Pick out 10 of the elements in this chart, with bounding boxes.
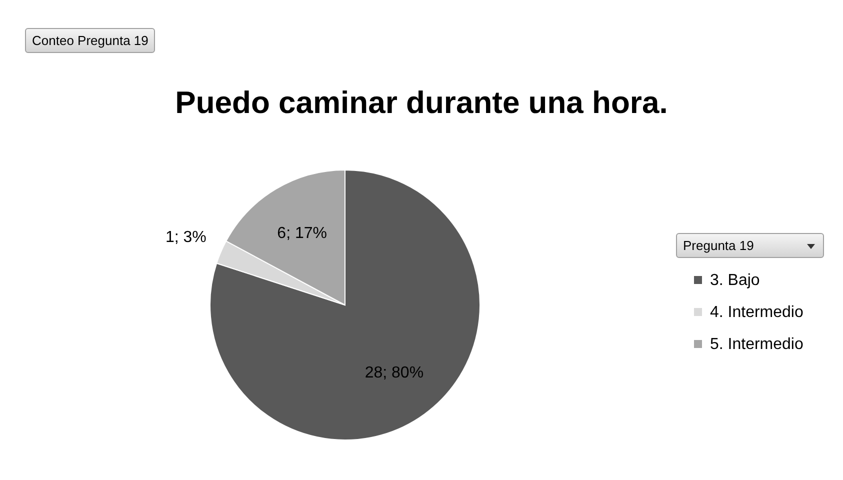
chart-title: Puedo caminar durante una hora. xyxy=(175,85,668,120)
legend-title: Pregunta 19 xyxy=(676,233,824,258)
data-label: 1; 3% xyxy=(165,229,206,246)
legend-label: 3. Bajo xyxy=(710,272,760,289)
legend-label: 5. Intermedio xyxy=(710,336,804,353)
pie-slice xyxy=(210,170,480,440)
legend-label: 4. Intermedio xyxy=(710,304,804,321)
data-label: 28; 80% xyxy=(364,364,424,382)
data-label: 6; 17% xyxy=(277,225,327,242)
text: Conteo Pregunta 19 xyxy=(25,28,156,53)
